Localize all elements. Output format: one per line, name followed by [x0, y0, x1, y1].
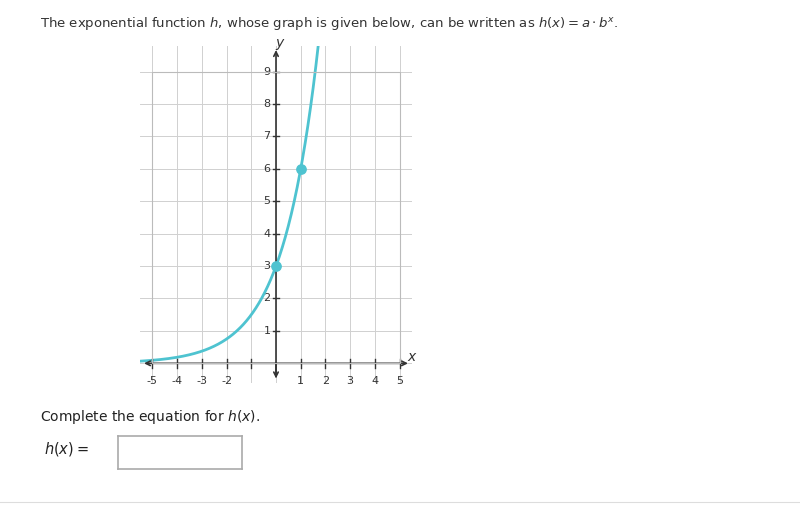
Text: -3: -3 [196, 376, 207, 386]
Point [270, 262, 282, 270]
Text: 9: 9 [263, 66, 270, 77]
Text: 6: 6 [263, 164, 270, 174]
Text: 2: 2 [263, 294, 270, 304]
Text: The exponential function $\it{h}$, whose graph is given below, can be written as: The exponential function $\it{h}$, whose… [40, 15, 618, 32]
Text: -2: -2 [221, 376, 232, 386]
Text: 8: 8 [263, 99, 270, 109]
Text: 2: 2 [322, 376, 329, 386]
Text: 3: 3 [263, 261, 270, 271]
Text: 1: 1 [298, 376, 304, 386]
Text: 4: 4 [371, 376, 378, 386]
Text: -5: -5 [147, 376, 158, 386]
Bar [152, 71, 400, 364]
Text: Complete the equation for $h(x)$.: Complete the equation for $h(x)$. [40, 408, 260, 426]
Text: 5: 5 [263, 196, 270, 206]
Text: 5: 5 [396, 376, 403, 386]
Text: -4: -4 [171, 376, 182, 386]
Point [294, 165, 307, 173]
Text: 1: 1 [263, 326, 270, 336]
Text: 7: 7 [263, 131, 270, 141]
Text: $h(x) =$: $h(x) =$ [44, 440, 89, 458]
Text: 3: 3 [346, 376, 354, 386]
Text: $x$: $x$ [406, 350, 418, 365]
Text: $y$: $y$ [275, 37, 286, 52]
Text: 4: 4 [263, 229, 270, 239]
